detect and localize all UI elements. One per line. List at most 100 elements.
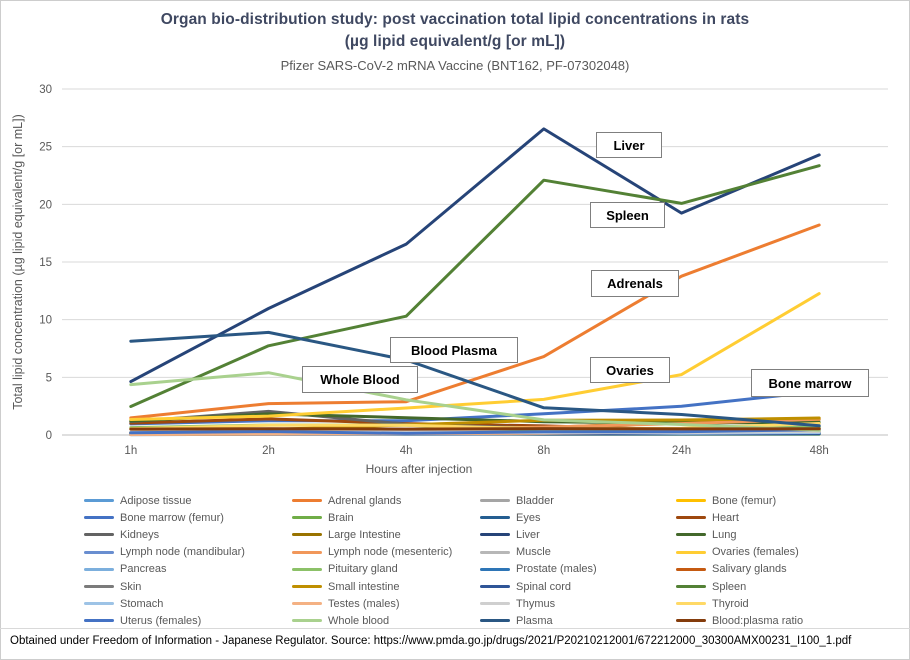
legend-label: Bone (femur): [712, 494, 777, 507]
annotation-bone-marrow: Bone marrow: [751, 369, 869, 397]
legend-label: Prostate (males): [516, 563, 597, 576]
legend-label: Adipose tissue: [120, 494, 192, 507]
series-line-ovaries-females: [129, 292, 821, 421]
legend-item-kidneys: Kidneys: [84, 526, 292, 543]
series-line-uterus-females: [129, 428, 821, 435]
legend-label: Muscle: [516, 546, 551, 559]
legend-label: Lymph node (mandibular): [120, 546, 245, 559]
legend-line-swatch: [676, 602, 706, 606]
legend-line-swatch: [676, 567, 706, 571]
legend-item-large-intestine: Large Intestine: [292, 526, 480, 543]
legend-line-swatch: [84, 499, 114, 503]
legend-line-swatch: [676, 516, 706, 520]
annotation-spleen: Spleen: [590, 202, 665, 228]
x-tick-label-2h: 2h: [262, 445, 275, 457]
legend-label: Lymph node (mesenteric): [328, 546, 453, 559]
x-tick-label-1h: 1h: [124, 445, 137, 457]
annotation-ovaries: Ovaries: [590, 357, 670, 383]
legend-item-uterus-females: Uterus (females): [84, 612, 292, 629]
legend-line-swatch: [84, 619, 114, 623]
legend-line-swatch: [480, 533, 510, 537]
x-tick-label-48h: 48h: [810, 445, 829, 457]
legend-item-blood-plasma-ratio: Blood:plasma ratio: [676, 612, 884, 629]
legend-line-swatch: [480, 499, 510, 503]
legend-item-prostate-males: Prostate (males): [480, 561, 676, 578]
legend-item-plasma: Plasma: [480, 612, 676, 629]
legend-item-thyroid: Thyroid: [676, 595, 884, 612]
legend-label: Testes (males): [328, 597, 400, 610]
legend-line-swatch: [480, 567, 510, 571]
legend-line-swatch: [292, 516, 322, 520]
legend-item-whole-blood: Whole blood: [292, 612, 480, 629]
legend-line-swatch: [676, 499, 706, 503]
legend-line-swatch: [84, 533, 114, 537]
legend-label: Adrenal glands: [328, 494, 402, 507]
legend-line-swatch: [480, 602, 510, 606]
legend-line-swatch: [292, 567, 322, 571]
legend: Adipose tissue Adrenal glands Bladder Bone …: [84, 492, 884, 630]
legend-label: Lung: [712, 528, 737, 541]
legend-label: Plasma: [516, 614, 553, 627]
legend-label: Salivary glands: [712, 563, 787, 576]
y-tick-label-25: 25: [39, 142, 52, 154]
legend-item-small-intestine: Small intestine: [292, 578, 480, 595]
y-tick-label-10: 10: [39, 315, 52, 327]
legend-item-spleen: Spleen: [676, 578, 884, 595]
legend-line-swatch: [480, 619, 510, 623]
legend-line-swatch: [292, 602, 322, 606]
footer-source-text: Obtained under Freedom of Information - …: [10, 635, 852, 647]
series-line-whole-blood: [129, 371, 821, 432]
y-tick-label-20: 20: [39, 199, 52, 211]
legend-label: Kidneys: [120, 528, 160, 541]
series-line-spleen: [129, 164, 821, 408]
legend-line-swatch: [84, 585, 114, 589]
legend-label: Heart: [712, 511, 739, 524]
footer-divider: [0, 628, 910, 629]
legend-line-swatch: [84, 516, 114, 520]
annotation-adrenals: Adrenals: [591, 270, 679, 297]
legend-label: Large Intestine: [328, 528, 401, 541]
legend-label: Spinal cord: [516, 580, 572, 593]
legend-item-spinal-cord: Spinal cord: [480, 578, 676, 595]
y-tick-label-0: 0: [46, 430, 52, 442]
legend-item-adipose-tissue: Adipose tissue: [84, 492, 292, 509]
legend-line-swatch: [84, 602, 114, 606]
legend-item-brain: Brain: [292, 509, 480, 526]
chart-title-line1: Organ bio-distribution study: post vacci…: [160, 11, 750, 28]
x-tick-label-24h: 24h: [672, 445, 691, 457]
legend-line-swatch: [676, 533, 706, 537]
legend-label: Bone marrow (femur): [120, 511, 224, 524]
series-line-blood-plasma-ratio: [129, 427, 821, 431]
y-tick-label-30: 30: [39, 84, 52, 96]
legend-line-swatch: [480, 585, 510, 589]
x-tick-label-4h: 4h: [400, 445, 413, 457]
legend-item-heart: Heart: [676, 509, 884, 526]
series-line-bone-marrow-femur: [129, 390, 821, 426]
legend-line-swatch: [292, 499, 322, 503]
legend-item-liver: Liver: [480, 526, 676, 543]
legend-item-bone-marrow-femur: Bone marrow (femur): [84, 509, 292, 526]
legend-item-stomach: Stomach: [84, 595, 292, 612]
y-tick-label-5: 5: [46, 372, 52, 384]
legend-line-swatch: [676, 619, 706, 623]
legend-item-eyes: Eyes: [480, 509, 676, 526]
legend-item-pituitary-gland: Pituitary gland: [292, 561, 480, 578]
legend-line-swatch: [84, 550, 114, 554]
legend-line-swatch: [292, 550, 322, 554]
legend-label: Blood:plasma ratio: [712, 614, 804, 627]
legend-label: Eyes: [516, 511, 541, 524]
legend-item-ovaries-females: Ovaries (females): [676, 544, 884, 561]
legend-item-pancreas: Pancreas: [84, 561, 292, 578]
series-line-liver: [129, 127, 821, 384]
legend-line-swatch: [84, 567, 114, 571]
legend-label: Spleen: [712, 580, 747, 593]
legend-item-thymus: Thymus: [480, 595, 676, 612]
legend-line-swatch: [292, 533, 322, 537]
legend-item-skin: Skin: [84, 578, 292, 595]
y-axis-title: Total lipid concentration (µg lipid equi…: [11, 114, 25, 410]
legend-label: Whole blood: [328, 614, 390, 627]
legend-line-swatch: [480, 516, 510, 520]
legend-item-lymph-node-mandibular: Lymph node (mandibular): [84, 544, 292, 561]
